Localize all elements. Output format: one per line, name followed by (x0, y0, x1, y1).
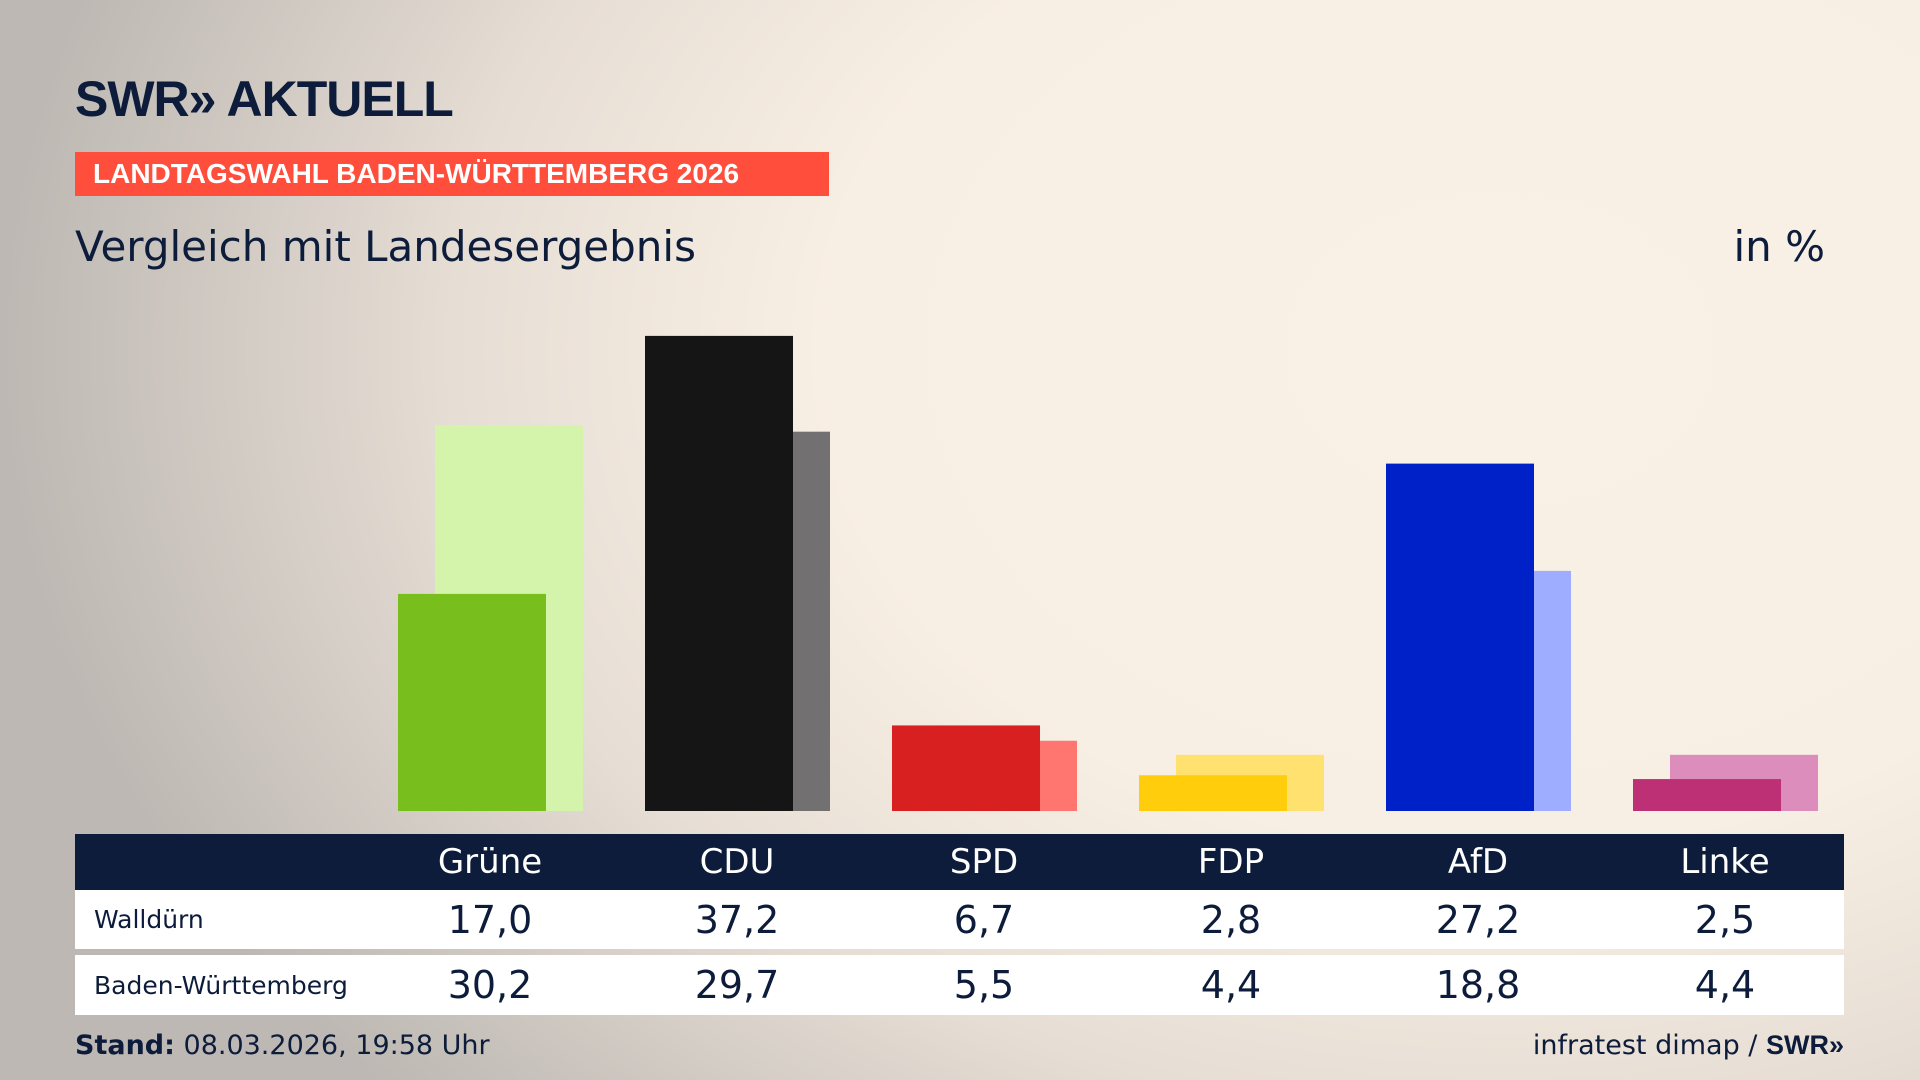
category-label: CDU (699, 842, 775, 882)
data-label: 6,7 (953, 897, 1015, 942)
data-label: 30,2 (447, 963, 533, 1007)
category-label: FDP (1197, 842, 1265, 882)
walldurn-bar-spd (892, 725, 1040, 811)
walldurn-bar-fdp (1139, 775, 1287, 811)
category-label: SPD (949, 842, 1019, 882)
data-label: 27,2 (1435, 897, 1521, 942)
table-row-bw: Baden-Württemberg 30,2 29,7 5,5 4,4 18,8 4,4 (75, 955, 1844, 1015)
source: infratest dimap / SWR» (1533, 1030, 1844, 1061)
row-label: Walldürn (94, 905, 204, 934)
data-label: 2,5 (1694, 897, 1756, 942)
walldurn-bar-linke (1633, 779, 1781, 811)
chart-subtitle: Vergleich mit Landesergebnis (75, 222, 696, 271)
source-text: infratest dimap / (1532, 1030, 1766, 1061)
timestamp: Stand: 08.03.2026, 19:58 Uhr (75, 1030, 490, 1061)
walldurn-bar-afd (1386, 463, 1534, 811)
category-label: AfD (1447, 842, 1509, 882)
data-label: 2,8 (1200, 897, 1262, 942)
table-header: Grüne CDU SPD FDP AfD Linke (75, 834, 1844, 890)
stand-value: 08.03.2026, 19:58 Uhr (183, 1030, 490, 1061)
swr-aktuell-logo: SWR» AKTUELL (75, 71, 454, 127)
data-label: 18,8 (1435, 963, 1521, 1007)
data-label: 4,4 (1694, 963, 1756, 1007)
data-label: 5,5 (953, 963, 1015, 1007)
swr-logo: SWR» (1765, 1030, 1844, 1060)
row-label: Baden-Württemberg (94, 970, 348, 1000)
stand-label: Stand: (75, 1030, 175, 1061)
table-row-walldurn: Walldürn 17,0 37,2 6,7 2,8 27,2 2,5 (75, 890, 1844, 949)
data-label: 29,7 (694, 963, 780, 1007)
election-banner: LANDTAGSWAHL BADEN-WÜRTTEMBERG 2026 (75, 152, 829, 196)
walldurn-bar-grüne (398, 593, 546, 811)
category-label: Linke (1680, 842, 1770, 882)
walldurn-bar-cdu (645, 335, 793, 811)
data-label: 17,0 (447, 897, 533, 942)
category-label: Grüne (437, 842, 543, 882)
data-label: 37,2 (694, 897, 780, 942)
data-label: 4,4 (1200, 963, 1262, 1007)
bar-chart (398, 335, 1818, 811)
unit-label: in % (1733, 222, 1825, 271)
